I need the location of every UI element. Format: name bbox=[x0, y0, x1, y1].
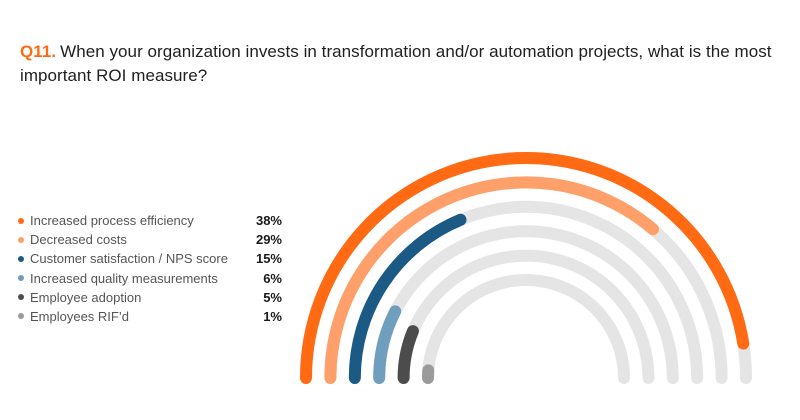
arc-bar bbox=[397, 325, 419, 384]
chart-legend: Increased process efficiency 38% Decreas… bbox=[18, 211, 288, 326]
legend-label: Increased process efficiency bbox=[30, 213, 194, 228]
arc-track bbox=[422, 274, 630, 384]
arc-track bbox=[397, 249, 655, 384]
legend-swatch bbox=[18, 313, 24, 320]
legend-value: 1% bbox=[263, 308, 282, 324]
legend-label: Customer satisfaction / NPS score bbox=[30, 251, 228, 267]
legend-swatch bbox=[18, 275, 24, 282]
legend-swatch bbox=[18, 294, 24, 301]
legend-swatch bbox=[18, 236, 24, 243]
question-text: When your organization invests in transf… bbox=[20, 42, 772, 85]
legend-value: 38% bbox=[255, 213, 282, 228]
arc-track bbox=[300, 152, 752, 384]
legend-label: Employee adoption bbox=[30, 289, 142, 305]
arc-bar bbox=[300, 152, 750, 384]
legend-value: 6% bbox=[263, 270, 282, 286]
arc-group bbox=[300, 152, 750, 384]
arc-bar bbox=[373, 305, 402, 384]
track-group bbox=[300, 152, 752, 384]
legend-label: Employees RIF’d bbox=[30, 308, 129, 324]
legend-swatch bbox=[18, 255, 24, 262]
arc-bar bbox=[324, 176, 660, 384]
legend-item: Increased process efficiency 38% bbox=[18, 211, 288, 230]
legend-label: Increased quality measurements bbox=[30, 270, 218, 286]
question-number: Q11. bbox=[20, 42, 57, 61]
question-title: Q11. When your organization invests in tr… bbox=[20, 40, 790, 88]
legend-item: Employee adoption 5% bbox=[18, 288, 288, 307]
legend-swatch bbox=[18, 217, 24, 224]
legend-item: Decreased costs 29% bbox=[18, 230, 288, 249]
legend-item: Customer satisfaction / NPS score 15% bbox=[18, 249, 288, 268]
legend-item: Employees RIF’d 1% bbox=[18, 307, 288, 326]
arc-bar bbox=[348, 213, 467, 384]
legend-label: Decreased costs bbox=[30, 232, 127, 248]
legend-value: 5% bbox=[263, 289, 282, 305]
legend-value: 29% bbox=[255, 232, 282, 248]
legend-value: 15% bbox=[255, 251, 282, 267]
legend-item: Increased quality measurements 6% bbox=[18, 269, 288, 288]
